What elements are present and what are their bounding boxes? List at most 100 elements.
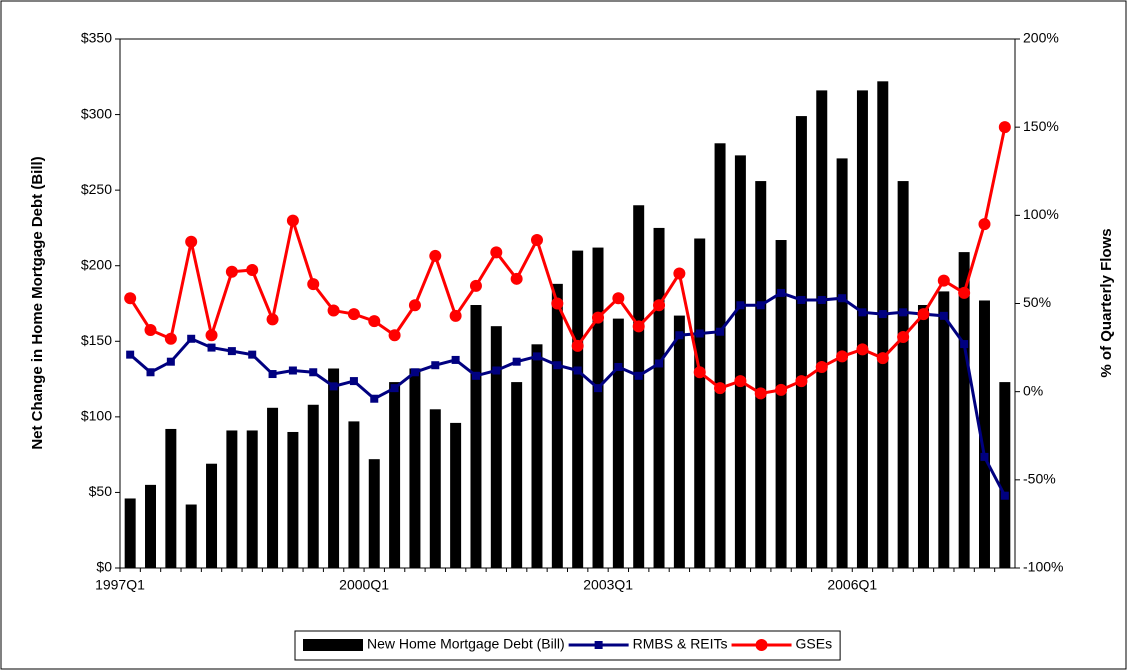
point — [532, 352, 541, 361]
x-tick-label: 2006Q1 — [827, 577, 877, 593]
point — [756, 301, 765, 310]
x-tick-label: 1997Q1 — [95, 577, 145, 593]
point — [512, 357, 521, 366]
bar — [267, 407, 279, 568]
point — [736, 301, 745, 310]
bar — [206, 463, 218, 568]
point — [388, 329, 401, 342]
y2-tick-label: 0% — [1023, 382, 1043, 398]
point — [734, 375, 747, 388]
point — [592, 311, 605, 324]
bar — [185, 504, 197, 568]
point — [594, 641, 603, 649]
bar — [612, 318, 624, 568]
bar — [490, 326, 502, 568]
y-tick-label: $250 — [81, 181, 112, 197]
point — [634, 371, 643, 380]
y-axis-title: Net Change in Home Mortgage Debt (Bill) — [29, 156, 46, 449]
bar — [633, 205, 645, 568]
bar — [978, 300, 990, 568]
point — [978, 218, 991, 231]
point — [614, 362, 623, 371]
point — [370, 394, 379, 403]
point — [815, 360, 828, 373]
point — [573, 366, 582, 375]
bar — [165, 428, 177, 568]
bar — [470, 305, 482, 568]
point — [187, 334, 196, 343]
point — [1000, 491, 1009, 500]
bar — [734, 155, 746, 568]
point — [917, 308, 930, 321]
legend-swatch — [303, 639, 363, 651]
point — [876, 352, 889, 365]
point — [714, 382, 727, 395]
point — [288, 366, 297, 375]
bar — [694, 238, 706, 568]
point — [429, 249, 442, 262]
point — [530, 234, 543, 247]
legend-label: New Home Mortgage Debt (Bill) — [367, 636, 565, 652]
point — [410, 368, 419, 377]
bar — [816, 90, 828, 568]
point — [431, 361, 440, 370]
point — [655, 359, 664, 368]
point — [349, 377, 358, 386]
point — [286, 214, 299, 227]
point — [939, 311, 948, 320]
bar — [877, 81, 889, 568]
point — [777, 288, 786, 297]
point — [594, 384, 603, 393]
point — [716, 327, 725, 336]
point — [797, 295, 806, 304]
point — [225, 265, 238, 278]
point — [695, 329, 704, 338]
bar — [999, 382, 1011, 568]
y-tick-label: $150 — [81, 332, 112, 348]
point — [368, 315, 381, 328]
bar — [572, 250, 584, 568]
point — [307, 278, 320, 291]
bar — [856, 90, 868, 568]
bar — [897, 181, 909, 568]
point — [998, 121, 1011, 134]
legend-label: GSEs — [796, 636, 833, 652]
point — [248, 350, 257, 359]
bar — [389, 382, 401, 568]
bar — [653, 227, 665, 568]
point — [449, 309, 462, 322]
bar — [246, 430, 258, 568]
point — [146, 368, 155, 377]
bar — [531, 344, 543, 568]
point — [632, 320, 645, 333]
point — [492, 366, 501, 375]
bar — [795, 116, 807, 568]
point — [755, 639, 768, 651]
point — [309, 368, 318, 377]
point — [878, 310, 887, 319]
y-tick-label: $100 — [81, 408, 112, 424]
y2-tick-label: -50% — [1023, 471, 1056, 487]
bar — [409, 368, 421, 568]
point — [471, 371, 480, 380]
point — [266, 313, 279, 326]
bar — [917, 305, 929, 568]
point — [227, 347, 236, 356]
point — [144, 323, 157, 336]
point — [329, 382, 338, 391]
y2-tick-label: 200% — [1023, 30, 1059, 46]
bar — [348, 421, 360, 568]
point — [958, 286, 971, 299]
point — [490, 246, 503, 259]
point — [164, 332, 177, 345]
x-tick-label: 2003Q1 — [583, 577, 633, 593]
x-tick-label: 2000Q1 — [339, 577, 389, 593]
point — [960, 340, 969, 349]
point — [246, 263, 259, 276]
point — [510, 272, 523, 285]
bar — [592, 247, 604, 568]
bar — [551, 283, 563, 568]
legend: New Home Mortgage Debt (Bill) RMBS & REIT… — [294, 630, 841, 661]
point — [675, 331, 684, 340]
point — [124, 292, 137, 305]
